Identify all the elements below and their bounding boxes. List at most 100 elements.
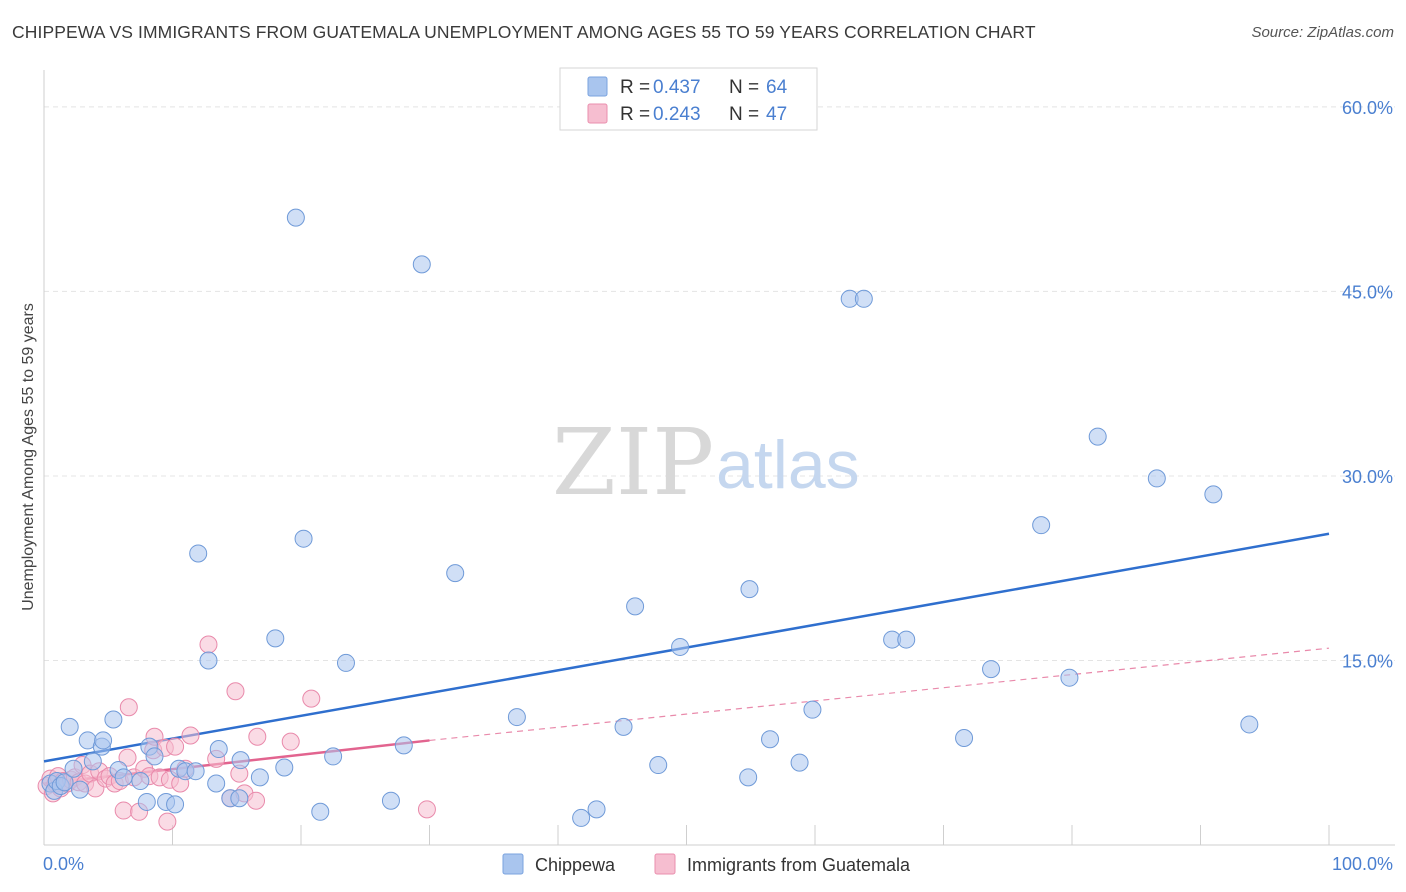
chippewa-point — [275, 758, 294, 777]
correlation-legend: R = 0.437 N = 64 R = 0.243 N = 47 — [559, 67, 818, 131]
guatemala-point — [248, 727, 267, 746]
chippewa-point — [199, 651, 218, 670]
chippewa-point — [311, 802, 330, 821]
chippewa-point — [294, 529, 313, 548]
y-axis-title: Unemployment Among Ages 55 to 59 years — [20, 303, 37, 611]
legend-n-label: N = — [729, 104, 759, 125]
chippewa-point — [1088, 427, 1107, 446]
guatemala-point — [226, 682, 245, 701]
guatemala-point — [119, 698, 138, 717]
chippewa-point — [897, 630, 916, 649]
chippewa-point — [1060, 668, 1079, 687]
watermark-zip: ZIP — [552, 409, 714, 516]
chippewa-point — [145, 747, 164, 766]
y-tick-label: 60.0% — [1342, 98, 1393, 118]
bottom-legend-label-guatemala: Immigrants from Guatemala — [687, 855, 911, 875]
bottom-legend-swatch-chippewa — [502, 853, 524, 875]
guatemala-point — [199, 635, 218, 654]
watermark-atlas: atlas — [716, 427, 860, 503]
chart-title: CHIPPEWA VS IMMIGRANTS FROM GUATEMALA UN… — [12, 22, 1036, 42]
chippewa-point — [649, 756, 668, 775]
chippewa-point — [394, 736, 413, 755]
chippewa-point — [614, 717, 633, 736]
chippewa-point — [572, 808, 591, 827]
legend-r-value-chippewa: 0.437 — [653, 77, 701, 98]
legend-n-value-chippewa: 64 — [766, 77, 788, 98]
chippewa-point — [166, 795, 185, 814]
guatemala-point — [302, 689, 321, 708]
guatemala-point — [158, 812, 177, 831]
y-tick-label: 30.0% — [1342, 467, 1393, 487]
chippewa-point — [250, 768, 269, 787]
chippewa-point — [104, 710, 123, 729]
chippewa-point — [266, 629, 285, 648]
guatemala-point — [181, 726, 200, 745]
chippewa-point — [446, 564, 465, 583]
legend-r-label: R = — [620, 77, 650, 98]
chippewa-point — [336, 653, 355, 672]
chippewa-point — [324, 747, 343, 766]
chippewa-point — [587, 800, 606, 819]
guatemala-point — [247, 791, 266, 810]
chippewa-point — [1204, 485, 1223, 504]
chippewa-point — [955, 728, 974, 747]
chippewa-point — [671, 637, 690, 656]
chippewa-point — [740, 580, 759, 599]
chippewa-point — [1032, 516, 1051, 535]
chippewa-point — [60, 717, 79, 736]
legend-n-value-guatemala: 47 — [766, 104, 787, 125]
chippewa-point — [209, 740, 228, 759]
y-tick-label: 45.0% — [1342, 282, 1393, 302]
chippewa-point — [70, 780, 89, 799]
chippewa-point — [803, 700, 822, 719]
chippewa-point — [55, 773, 74, 792]
legend-swatch-chippewa — [587, 76, 608, 97]
series-legend: Chippewa Immigrants from Guatemala — [502, 853, 911, 875]
legend-r-label: R = — [620, 104, 650, 125]
guatemala-point — [114, 801, 133, 820]
chippewa-point — [739, 768, 758, 787]
guatemala-point — [281, 732, 300, 751]
guatemala-trend-extension — [429, 647, 1330, 742]
chippewa-point — [982, 660, 1001, 679]
legend-n-label: N = — [729, 77, 759, 98]
series-chippewa — [41, 208, 1259, 827]
guatemala-point — [166, 737, 185, 756]
x-tick-label: 100.0% — [1332, 854, 1393, 874]
data-points — [37, 208, 1259, 831]
bottom-legend-label-chippewa: Chippewa — [535, 855, 616, 875]
chippewa-point — [186, 762, 205, 781]
chippewa-point — [790, 753, 809, 772]
chippewa-point — [64, 759, 83, 778]
chippewa-point — [231, 751, 250, 770]
chippewa-point — [207, 774, 226, 793]
chippewa-point — [230, 789, 249, 808]
y-tick-labels: 15.0% 30.0% 45.0% 60.0% — [1342, 98, 1393, 672]
x-tick-labels: 0.0% 100.0% — [43, 854, 1393, 874]
chippewa-point — [131, 772, 150, 791]
bottom-legend-swatch-guatemala — [654, 853, 676, 875]
chippewa-point — [381, 791, 400, 810]
legend-swatch-guatemala — [587, 103, 608, 124]
chippewa-point — [854, 289, 873, 308]
chippewa-point — [83, 752, 102, 771]
x-tick-label: 0.0% — [43, 854, 84, 874]
legend-r-value-guatemala: 0.243 — [653, 104, 701, 125]
chippewa-point — [114, 768, 133, 787]
chippewa-point — [94, 731, 113, 750]
grid-layer — [44, 106, 1395, 661]
chippewa-point — [507, 708, 526, 727]
chippewa-point — [761, 730, 780, 749]
source-label: Source: ZipAtlas.com — [1251, 24, 1394, 41]
chippewa-point — [1147, 469, 1166, 488]
chippewa-point — [412, 255, 431, 274]
chippewa-point — [286, 208, 305, 227]
trend-lines — [43, 532, 1330, 785]
chippewa-point — [137, 792, 156, 811]
chippewa-point — [626, 597, 645, 616]
watermark: ZIP atlas — [552, 409, 860, 516]
chippewa-point — [1240, 715, 1259, 734]
guatemala-point — [417, 800, 436, 819]
y-tick-label: 15.0% — [1342, 651, 1393, 671]
